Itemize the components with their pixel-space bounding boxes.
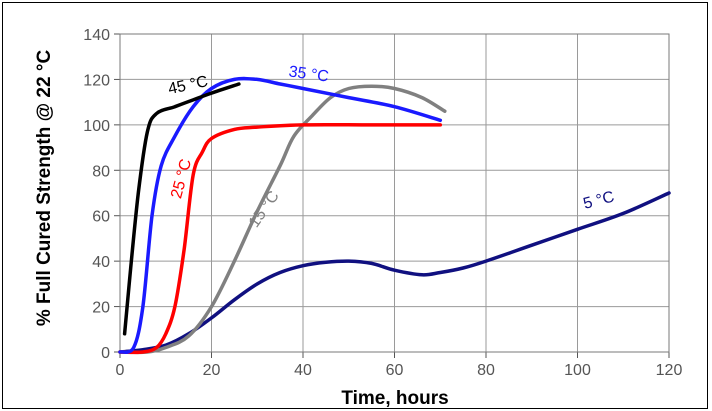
series-label-15c: 15 °C: [246, 188, 283, 231]
x-tick-label: 80: [477, 362, 495, 379]
y-tick-label: 100: [83, 118, 110, 135]
y-tick-label: 120: [83, 72, 110, 89]
y-axis-label: % Full Cured Strength @ 22 °C: [34, 50, 55, 327]
series-line-35c: [118, 76, 443, 355]
x-tick-label: 60: [386, 362, 404, 379]
series-label-35c: 35 °C: [288, 63, 330, 85]
y-tick-label: 0: [101, 345, 110, 362]
y-tick-label: 80: [92, 163, 110, 180]
x-tick-label: 120: [656, 362, 683, 379]
x-tick-label: 100: [564, 362, 591, 379]
y-tick-label: 40: [92, 254, 110, 271]
series-line-25c: [118, 122, 443, 355]
x-tick-label: 20: [203, 362, 221, 379]
series-lines: [118, 76, 671, 355]
series-label-5c: 5 °C: [582, 188, 617, 213]
series-line-15c: [118, 84, 447, 355]
y-tick-label: 20: [92, 300, 110, 317]
y-tick-label: 140: [83, 27, 110, 44]
y-tick-label: 60: [92, 209, 110, 226]
x-axis-label: Time, hours: [341, 388, 448, 409]
axes: 0 20 40 60 80 100 120 140 0 20 40 60 80 100 120: [83, 27, 682, 379]
x-tick-label: 0: [116, 362, 125, 379]
series-line-45c: [122, 82, 241, 336]
x-tick-label: 40: [294, 362, 312, 379]
